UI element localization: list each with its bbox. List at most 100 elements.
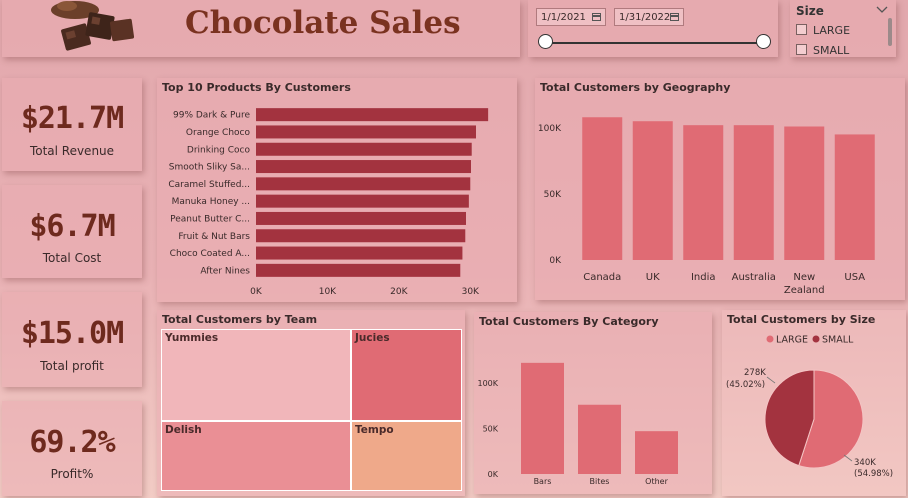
product-label: Manuka Honey ... bbox=[172, 197, 250, 207]
product-bar bbox=[256, 177, 471, 191]
kpi-value: $21.7M bbox=[20, 101, 124, 136]
date-range-filter: 1/1/2021 1/31/2022 bbox=[528, 0, 778, 57]
legend-label: LARGE bbox=[776, 335, 808, 346]
size-option-large[interactable]: LARGE bbox=[796, 24, 850, 37]
product-bar bbox=[256, 211, 466, 225]
date-slider-track[interactable] bbox=[546, 42, 764, 44]
geography-bar bbox=[683, 125, 724, 260]
size-option-label: LARGE bbox=[813, 24, 851, 37]
x-tick-label: New Zealand bbox=[784, 272, 825, 296]
page-title: Chocolate Sales bbox=[185, 5, 461, 41]
geography-svg: 0K 50K 100K Canada UK India Australia New Zealan… bbox=[538, 117, 875, 296]
checkbox-icon[interactable] bbox=[796, 44, 807, 55]
product-bar bbox=[256, 108, 489, 122]
kpi-label: Total Revenue bbox=[29, 144, 115, 158]
start-date-input[interactable]: 1/1/2021 bbox=[536, 8, 606, 26]
product-bar bbox=[256, 229, 466, 243]
geography-bar bbox=[632, 121, 673, 260]
date-slider-start-handle[interactable] bbox=[538, 34, 553, 49]
leader-line bbox=[766, 376, 776, 384]
pie-slice-large bbox=[798, 369, 864, 469]
y-tick-label: 100K bbox=[538, 124, 562, 134]
end-date-value: 1/31/2022 bbox=[619, 12, 671, 23]
kpi-label: Total Cost bbox=[42, 251, 102, 265]
calendar-icon[interactable] bbox=[592, 13, 601, 21]
kpi-total-revenue: $21.7M Total Revenue bbox=[2, 78, 142, 171]
treemap-label: Delish bbox=[165, 424, 202, 436]
top-products-chart: Top 10 Products By Customers 99% Dark & … bbox=[157, 78, 517, 302]
chocolate-bars-icon bbox=[51, 1, 135, 51]
date-slider-end-handle[interactable] bbox=[756, 34, 771, 49]
kpi-value: $15.0M bbox=[20, 316, 124, 351]
size-option-label: SMALL bbox=[813, 44, 850, 57]
product-label: Drinking Coco bbox=[187, 145, 251, 155]
treemap-tile-tempo[interactable]: Tempo bbox=[351, 421, 462, 491]
x-tick-label: 20K bbox=[390, 287, 408, 297]
geography-chart: Total Customers by Geography 0K 50K 100K Ca… bbox=[535, 78, 905, 300]
slicer-scrollbar[interactable] bbox=[888, 18, 892, 46]
team-treemap: Total Customers by Team Yummies Jucies D… bbox=[157, 310, 465, 496]
x-tick-label: India bbox=[691, 272, 716, 283]
product-label: Caramel Stuffed... bbox=[168, 180, 250, 190]
kpi-label: Total profit bbox=[40, 359, 104, 373]
kpi-profit-pct: 69.2% Profit% bbox=[2, 401, 142, 496]
product-label: Peanut Butter C... bbox=[170, 214, 250, 224]
y-tick-label: 50K bbox=[483, 424, 499, 433]
chart-title: Total Customers by Team bbox=[162, 313, 318, 326]
chevron-down-icon[interactable] bbox=[876, 6, 888, 14]
geography-bar bbox=[834, 134, 875, 260]
product-bar bbox=[256, 125, 476, 139]
x-tick-label: 10K bbox=[319, 287, 337, 297]
end-date-input[interactable]: 1/31/2022 bbox=[614, 8, 684, 26]
kpi-total-cost: $6.7M Total Cost bbox=[2, 185, 142, 278]
x-tick-label: 30K bbox=[462, 287, 480, 297]
treemap-label: Yummies bbox=[165, 332, 219, 344]
treemap-label: Jucies bbox=[355, 332, 390, 344]
category-bar bbox=[635, 431, 678, 474]
size-slicer-title: Size bbox=[796, 4, 824, 18]
legend-marker bbox=[812, 335, 820, 343]
calendar-icon[interactable] bbox=[670, 13, 679, 21]
product-bar bbox=[256, 246, 463, 260]
y-tick-label: 100K bbox=[477, 379, 498, 388]
slice-pct-label: (45.02%) bbox=[726, 380, 765, 390]
geography-bar bbox=[582, 117, 623, 261]
product-label: Orange Choco bbox=[186, 128, 251, 138]
treemap-label: Tempo bbox=[355, 424, 394, 436]
product-label: 99% Dark & Pure bbox=[173, 111, 250, 121]
geography-bar bbox=[784, 126, 825, 260]
x-tick-label: Bites bbox=[590, 477, 610, 486]
y-tick-label: 0K bbox=[549, 256, 562, 266]
treemap-tile-yummies[interactable]: Yummies bbox=[161, 329, 351, 421]
treemap-tile-jucies[interactable]: Jucies bbox=[351, 329, 462, 421]
start-date-value: 1/1/2021 bbox=[541, 12, 586, 23]
product-bar bbox=[256, 160, 471, 174]
size-option-small[interactable]: SMALL bbox=[796, 44, 849, 57]
product-label: After Nines bbox=[200, 266, 250, 276]
y-tick-label: 50K bbox=[544, 190, 562, 200]
checkbox-icon[interactable] bbox=[796, 24, 807, 35]
x-tick-label: Other bbox=[645, 477, 668, 486]
kpi-value: $6.7M bbox=[29, 209, 115, 244]
kpi-total-profit: $15.0M Total profit bbox=[2, 292, 142, 387]
kpi-label: Profit% bbox=[50, 467, 94, 481]
product-bar bbox=[256, 142, 472, 156]
kpi-value: 69.2% bbox=[29, 425, 115, 460]
x-tick-label: 0K bbox=[250, 287, 263, 297]
category-svg: 0K 50K 100K Bars Bites Other bbox=[477, 362, 678, 486]
category-bar bbox=[521, 362, 564, 474]
product-bar bbox=[256, 263, 461, 277]
legend-marker bbox=[766, 335, 774, 343]
chart-title: Total Customers By Category bbox=[479, 315, 659, 328]
size-pie-chart: Total Customers by Size LARGE SMALL 340K (5… bbox=[722, 310, 906, 496]
top-products-svg: 99% Dark & Pure Orange Choco Drinking Coco… bbox=[168, 108, 489, 297]
chart-title: Total Customers by Geography bbox=[540, 81, 731, 94]
product-label: Choco Coated A... bbox=[170, 249, 250, 259]
pie-slice-small bbox=[764, 369, 815, 467]
size-slicer: Size LARGE SMALL bbox=[790, 0, 896, 57]
y-tick-label: 0K bbox=[488, 470, 499, 479]
x-tick-label: Bars bbox=[534, 477, 552, 486]
slice-pct-label: (54.98%) bbox=[854, 469, 893, 479]
x-tick-label: Australia bbox=[732, 272, 776, 283]
treemap-tile-delish[interactable]: Delish bbox=[161, 421, 351, 491]
